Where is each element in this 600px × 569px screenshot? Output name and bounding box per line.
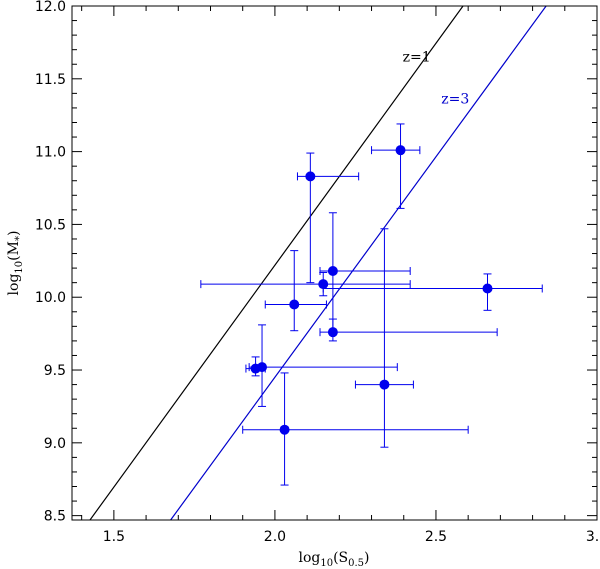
data-point-group: [264, 250, 327, 332]
data-point: [327, 327, 338, 338]
data-point-group: [200, 271, 411, 297]
x-axis-title-prefix: log: [298, 550, 320, 566]
x-axis-title-close: ): [364, 550, 369, 566]
data-point-group: [319, 212, 411, 333]
y-tick-label: 10.5: [35, 217, 66, 233]
y-axis-title-close: ): [6, 231, 22, 236]
plot-frame: [71, 5, 598, 521]
data-point-group: [296, 152, 360, 284]
y-tick-label: 11.5: [35, 72, 66, 88]
y-axis-title-open: (M: [6, 241, 22, 261]
y-axis-title: log10(M*): [6, 231, 25, 296]
y-tick-label: 10.0: [35, 290, 66, 306]
data-point: [327, 266, 338, 277]
data-point: [279, 424, 290, 435]
data-point-group: [371, 123, 421, 209]
data-point: [482, 283, 493, 294]
x-axis-title-open: (S: [333, 550, 348, 566]
x-axis-title-sub: 10: [320, 558, 333, 569]
model-line-z1: [89, 6, 464, 520]
line-annotation-z3: z=3: [441, 92, 469, 108]
y-axis-title-prefix: log: [6, 274, 22, 296]
data-point: [250, 363, 261, 374]
y-tick-label: 9.0: [44, 436, 66, 452]
x-axis-title-sub2: 0.5: [348, 558, 364, 569]
data-point: [318, 279, 329, 290]
data-point-group: [245, 356, 266, 377]
y-tick-label: 12.0: [35, 0, 66, 15]
x-tick-label: 1.5: [103, 529, 125, 545]
x-tick-label: 2.5: [425, 529, 447, 545]
x-axis-title: log10(S0.5): [298, 550, 369, 569]
data-point-group: [322, 273, 543, 311]
y-tick-label: 11.0: [35, 145, 66, 161]
y-tick-label: 9.5: [44, 363, 66, 379]
line-annotation-z1: z=1: [403, 49, 431, 65]
model-line-z3: [169, 6, 547, 520]
data-point: [379, 379, 390, 390]
data-point-group: [242, 372, 469, 486]
y-axis-title-sub2: *: [14, 236, 25, 241]
y-tick-label: 8.5: [44, 509, 66, 525]
data-point: [395, 145, 406, 156]
x-tick-label: 2.0: [264, 529, 286, 545]
data-point-group: [248, 324, 398, 407]
data-point-group: [354, 228, 414, 448]
y-axis-title-sub: 10: [14, 261, 25, 274]
x-tick-label: 3.0: [586, 529, 600, 545]
data-point: [305, 171, 316, 182]
data-point-group: [319, 318, 498, 342]
data-point: [289, 299, 300, 310]
